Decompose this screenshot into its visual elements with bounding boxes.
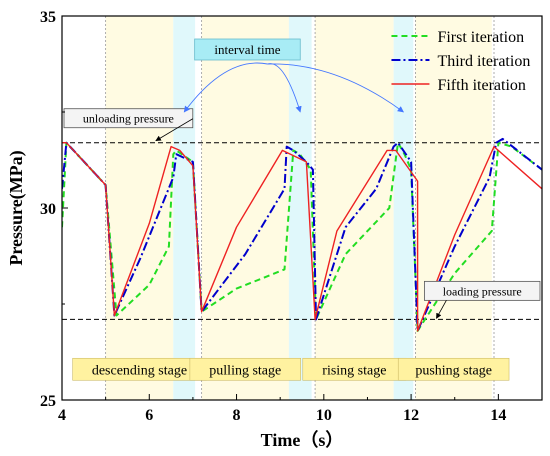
- unloading-label: unloading pressure: [83, 112, 174, 126]
- legend-label: Fifth iteration: [437, 77, 525, 94]
- annotation-text: interval time: [214, 42, 280, 57]
- stage-label: rising stage: [322, 363, 386, 378]
- stage-band: [415, 16, 492, 400]
- x-tick-label: 4: [58, 407, 66, 424]
- interval-band: [173, 16, 196, 400]
- y-tick-label: 35: [40, 9, 56, 26]
- loading-arrow: [436, 300, 447, 319]
- interval-annotation: interval time: [183, 38, 404, 113]
- stage-band: [201, 16, 289, 400]
- legend-label: First iteration: [437, 29, 524, 46]
- y-tick-label: 25: [40, 393, 56, 410]
- interval-band: [393, 16, 414, 400]
- x-tick-label: 6: [145, 407, 153, 424]
- unloading-label-box: [63, 108, 194, 129]
- series-lines: [62, 137, 542, 332]
- reference-lines: [62, 142, 542, 320]
- x-tick-label: 12: [403, 407, 419, 424]
- annotation-box: [194, 38, 301, 61]
- axes: 4 6 8 10 12 14 25 30 35 Time（s） Pressure(MPa): [6, 9, 506, 450]
- y-axis-label: Pressure(MPa): [6, 150, 27, 265]
- annotation-arrow: [267, 63, 404, 113]
- stage-band: [105, 16, 174, 400]
- unloading-arrow: [155, 118, 194, 142]
- y-tick-label: 30: [40, 201, 56, 218]
- x-axis-label: Time（s）: [261, 430, 344, 450]
- loading-label-box: [423, 280, 541, 301]
- x-tick-label: 10: [316, 407, 332, 424]
- stage-label-box: [189, 357, 301, 381]
- stage-dividers: [105, 16, 495, 400]
- reference-labels: unloading pressure loading pressure: [63, 108, 541, 319]
- series-line: [62, 141, 542, 332]
- x-tick-label: 14: [490, 407, 506, 424]
- background-bands: [105, 16, 492, 400]
- stage-label: pushing stage: [415, 363, 492, 378]
- annotation-arrow: [183, 62, 268, 113]
- series-line: [62, 141, 542, 332]
- stage-band: [315, 16, 394, 400]
- stage-label-box: [397, 357, 510, 381]
- interval-band: [288, 16, 312, 400]
- loading-label: loading pressure: [443, 284, 522, 298]
- series-line: [62, 137, 542, 332]
- stage-label: descending stage: [92, 363, 187, 378]
- stage-label: pulling stage: [209, 363, 281, 378]
- legend-label: Third iteration: [437, 53, 530, 70]
- stage-labels: descending stage pulling stage rising stag…: [72, 357, 510, 381]
- x-tick-label: 8: [233, 407, 241, 424]
- legend: First iteration Third iteration Fifth iter…: [391, 29, 530, 94]
